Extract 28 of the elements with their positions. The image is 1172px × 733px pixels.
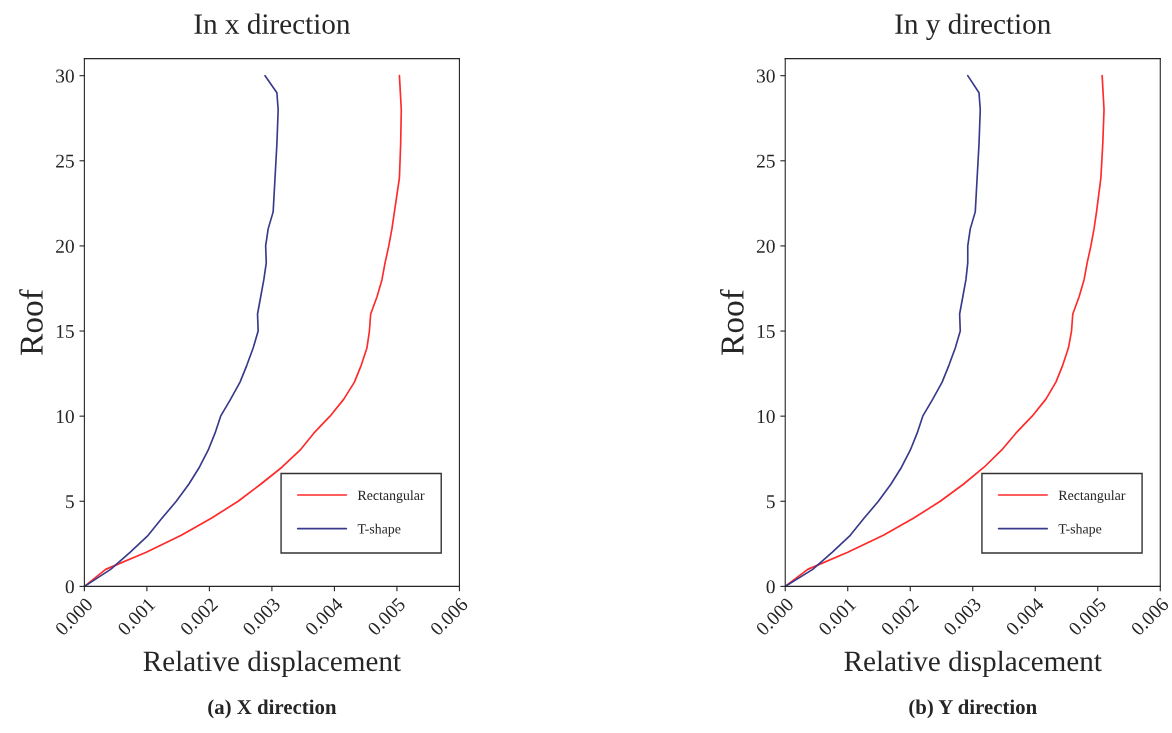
- legend-label: T-shape: [357, 523, 401, 537]
- legend-label: Rectangular: [357, 490, 425, 503]
- y-tick-label: 25: [756, 154, 775, 168]
- chart-title: In y direction: [895, 13, 1051, 40]
- y-tick-label: 20: [756, 239, 775, 253]
- y-tick-label: 10: [56, 409, 74, 424]
- y-tick-label: 15: [757, 324, 775, 338]
- line-series: [84, 74, 279, 587]
- y-tick-label: 10: [757, 409, 775, 424]
- chart-title: In x direction: [194, 13, 351, 34]
- x-axis-title: Relative displacement: [844, 650, 1102, 678]
- y-tick-label: 20: [56, 239, 74, 253]
- y-tick-label: 5: [66, 495, 74, 509]
- y-tick-label: 15: [56, 324, 74, 338]
- y-tick-label: 0: [65, 580, 74, 594]
- text: (a) X direction: [208, 699, 337, 719]
- legend-label: T-shape: [1058, 523, 1102, 537]
- x-axis-title: Relative displacement: [143, 650, 401, 678]
- y-tick-label: 30: [757, 69, 775, 83]
- y-tick-label: 25: [56, 154, 74, 168]
- y-axis-title: Roof: [719, 289, 744, 355]
- y-tick-label: 0: [766, 580, 775, 594]
- y-tick-label: 5: [766, 495, 775, 509]
- text: (b) Y direction: [909, 699, 1037, 719]
- y-axis-title: Roof: [19, 289, 43, 355]
- legend-label: Rectangular: [1058, 490, 1126, 503]
- line-series: [785, 74, 982, 587]
- y-tick-label: 30: [56, 69, 74, 83]
